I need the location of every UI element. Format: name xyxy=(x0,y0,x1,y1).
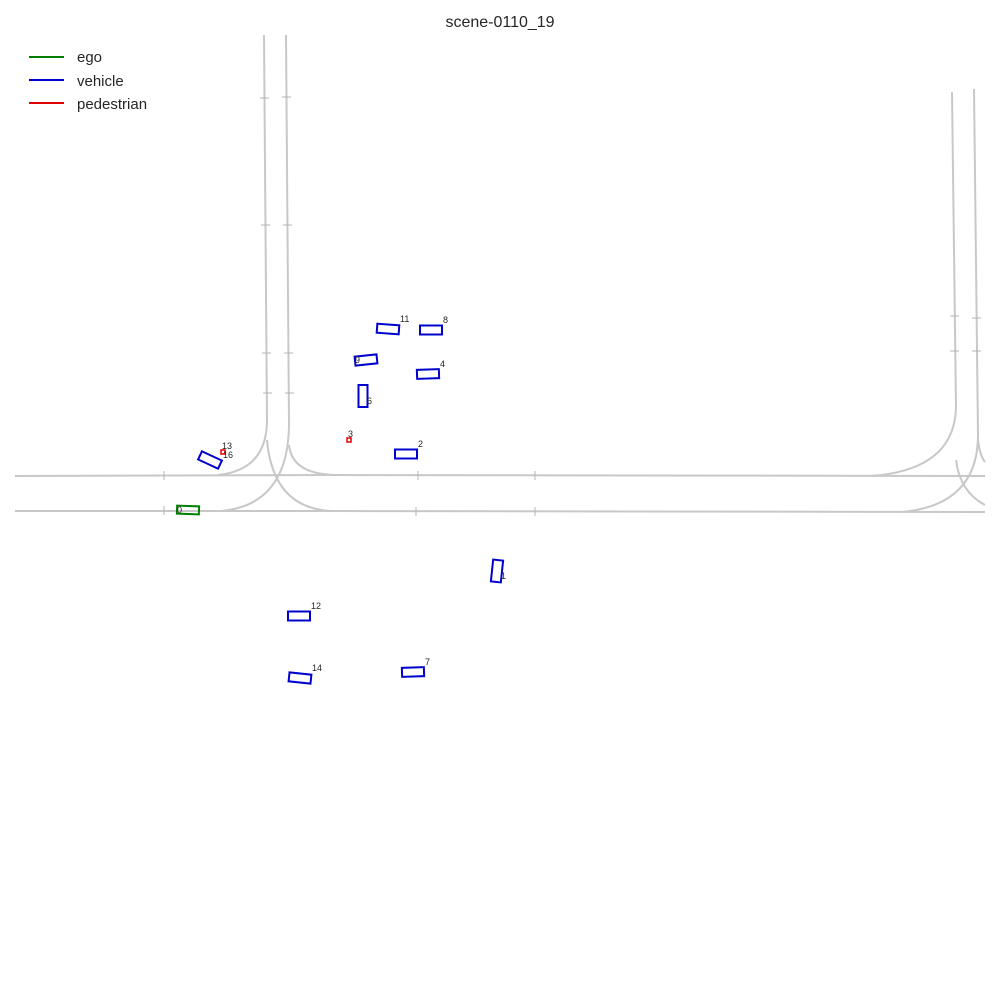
lane-turn-right-3 xyxy=(956,460,985,505)
agent-id-label: 3 xyxy=(348,429,353,439)
lane-vertical-right-b xyxy=(974,89,978,435)
agent-vehicle-6: 6 xyxy=(359,385,373,407)
legend-label-ego: ego xyxy=(77,49,102,66)
lane-turn-right-1 xyxy=(871,408,956,476)
agent-vehicle-12: 12 xyxy=(288,601,321,621)
road-lanes xyxy=(15,35,985,516)
legend-label-pedestrian: pedestrian xyxy=(77,96,147,113)
lane-turn-left-2 xyxy=(221,425,289,511)
vehicle-box xyxy=(198,451,222,468)
agent-vehicle-11: 11 xyxy=(377,314,410,334)
vehicle-box xyxy=(288,612,310,621)
lane-vertical-left-b xyxy=(286,35,289,425)
vehicle-box xyxy=(420,326,442,335)
legend: ego vehicle pedestrian xyxy=(29,49,147,113)
agent-vehicle-4: 4 xyxy=(417,359,445,379)
agent-vehicle-1: 1 xyxy=(491,560,506,583)
agent-id-label: 4 xyxy=(440,359,445,369)
legend-label-vehicle: vehicle xyxy=(77,73,124,90)
lane-vertical-left-a xyxy=(264,35,267,420)
lane-horizontal-upper xyxy=(15,475,985,476)
agent-id-label: 2 xyxy=(418,439,423,449)
agent-vehicle-8: 8 xyxy=(420,315,448,335)
vehicle-box xyxy=(289,672,312,683)
vehicle-box xyxy=(395,450,417,459)
agent-id-label: 12 xyxy=(311,601,321,611)
agent-vehicle-2: 2 xyxy=(395,439,423,459)
agent-id-label: 9 xyxy=(355,355,360,365)
agent-id-label: 14 xyxy=(312,663,322,673)
agent-vehicle-16: 16 xyxy=(198,450,233,469)
agent-id-label: 11 xyxy=(400,314,409,324)
plot-title: scene-0110_19 xyxy=(445,14,554,31)
lane-turn-right-2 xyxy=(902,435,978,512)
agent-vehicle-7: 7 xyxy=(402,657,430,677)
lane-vertical-right-a xyxy=(952,92,956,408)
agent-id-label: 0 xyxy=(177,505,182,515)
agent-id-label: 1 xyxy=(501,571,506,581)
vehicle-box xyxy=(377,324,400,335)
agent-pedestrian-3: 3 xyxy=(347,429,353,442)
lane-turn-left-4 xyxy=(289,445,335,475)
agent-id-label: 8 xyxy=(443,315,448,325)
vehicle-box xyxy=(402,667,424,677)
lane-horizontal-lower xyxy=(15,511,985,512)
lane-turn-right-4 xyxy=(978,440,985,462)
agent-id-label: 6 xyxy=(367,396,372,406)
agent-id-label: 7 xyxy=(425,657,430,667)
agent-id-label: 16 xyxy=(223,450,233,460)
agent-vehicle-9: 9 xyxy=(355,354,378,365)
agent-vehicle-14: 14 xyxy=(289,663,322,684)
vehicle-box xyxy=(417,369,439,379)
